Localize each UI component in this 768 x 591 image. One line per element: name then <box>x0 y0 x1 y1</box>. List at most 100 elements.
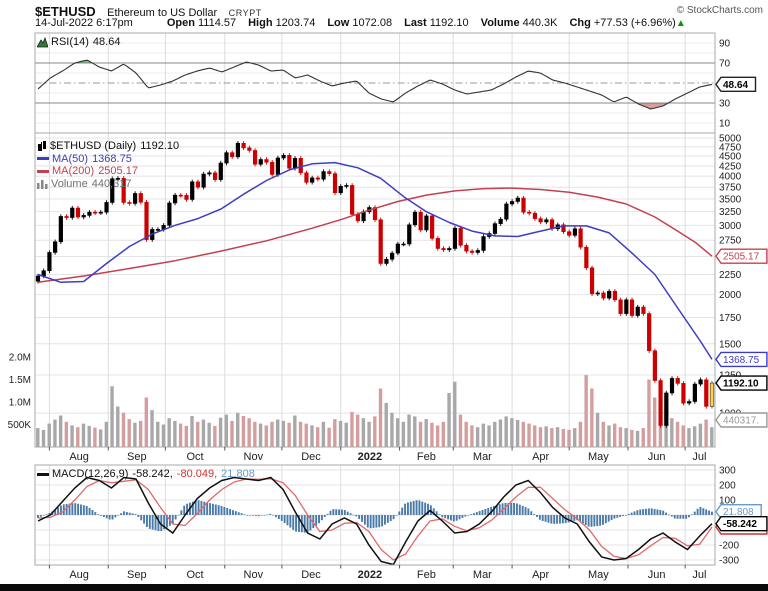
quote-chg-label: Chg <box>569 17 591 29</box>
rsi-legend-icon <box>36 36 49 47</box>
price-legend-title: $ETHUSD (Daily) 1192.10 <box>37 140 179 153</box>
svg-text:1192.10: 1192.10 <box>723 379 759 390</box>
svg-text:Aug: Aug <box>69 451 89 463</box>
macd-legend-label: MACD(12,26,9) <box>52 468 129 480</box>
svg-text:200: 200 <box>719 481 736 492</box>
quote-low-value: 1072.08 <box>352 17 393 29</box>
price-legend-last: 1192.10 <box>140 140 180 152</box>
macd-value-badge <box>715 516 768 532</box>
svg-text:3250: 3250 <box>719 207 742 218</box>
svg-text:Sep: Sep <box>127 569 147 581</box>
copyright: © StockCharts.com <box>676 5 763 16</box>
svg-text:2022: 2022 <box>358 451 382 463</box>
price-badge-2505.17 <box>715 248 768 264</box>
svg-text:May: May <box>588 451 609 463</box>
quote-low-label: Low <box>327 17 350 29</box>
svg-text:4250: 4250 <box>719 161 742 172</box>
svg-text:500K: 500K <box>8 420 32 431</box>
rsi-value-badge <box>715 76 757 93</box>
price-legend-symbol: $ETHUSD (Daily) <box>50 140 137 152</box>
svg-text:30: 30 <box>719 99 731 110</box>
ma200-swatch-icon <box>37 169 49 173</box>
macd-signal-value: -80.049, <box>176 468 218 480</box>
rsi-legend: RSI(14) 48.64 <box>36 36 121 49</box>
svg-text:70: 70 <box>719 59 731 70</box>
ticker-exchange: CRYPT <box>228 8 262 18</box>
ma50-swatch-icon <box>37 157 49 161</box>
candlesticks <box>35 141 715 428</box>
svg-text:Jul: Jul <box>692 451 706 463</box>
svg-text:3500: 3500 <box>719 195 742 206</box>
svg-text:Apr: Apr <box>532 451 549 463</box>
svg-text:Jun: Jun <box>648 451 666 463</box>
macd-swatch-icon <box>37 472 49 476</box>
svg-text:1.0M: 1.0M <box>9 398 31 409</box>
volume-value-badge <box>715 412 768 428</box>
svg-text:Aug: Aug <box>69 569 89 581</box>
svg-text:1.5M: 1.5M <box>9 375 31 386</box>
svg-text:2250: 2250 <box>719 270 742 281</box>
svg-text:90: 90 <box>719 39 731 50</box>
price-badge-1368.75 <box>715 351 768 368</box>
svg-text:300: 300 <box>719 466 736 477</box>
svg-text:Mar: Mar <box>473 569 492 581</box>
rsi-legend-value: 48.64 <box>92 36 121 48</box>
window-bottom-bar <box>0 584 768 591</box>
macd-histogram <box>37 500 713 533</box>
macd-hist-value: 21.808 <box>221 468 255 480</box>
svg-text:-200: -200 <box>719 541 739 552</box>
quote-volume-label: Volume <box>480 17 520 29</box>
svg-text:Feb: Feb <box>417 451 436 463</box>
quote-line: 14-Jul-2022 6:17pm Open 1114.57 High 1203.74… <box>35 17 686 29</box>
ma200-value: 2505.17 <box>98 165 138 178</box>
svg-text:21.808: 21.808 <box>723 507 754 518</box>
ticker-symbol: $ETHUSD <box>35 4 96 19</box>
svg-text:Nov: Nov <box>244 569 264 581</box>
quote-high-label: High <box>248 17 273 29</box>
ticker-name: Ethereum to US Dollar <box>107 7 218 19</box>
svg-text:1500: 1500 <box>719 339 742 350</box>
quote-last-label: Last <box>404 17 427 29</box>
candlestick-icon <box>38 140 46 151</box>
ma200-line <box>37 187 713 284</box>
macd-signal-line <box>37 478 713 561</box>
svg-text:3750: 3750 <box>719 183 742 194</box>
macd-line <box>37 476 713 566</box>
svg-text:4500: 4500 <box>719 152 742 163</box>
quote-open-label: Open <box>166 17 195 29</box>
svg-text:5000: 5000 <box>719 134 742 145</box>
svg-text:48.64: 48.64 <box>723 80 748 91</box>
svg-text:Dec: Dec <box>301 569 321 581</box>
ma50-label: MA(50) <box>52 152 89 165</box>
quote-volume-value: 440.3K <box>522 17 558 29</box>
svg-text:-58.242: -58.242 <box>723 519 757 530</box>
macd-line-value: -58.242, <box>132 468 173 480</box>
quote-last-value: 1192.10 <box>429 17 469 29</box>
rsi-legend-label: RSI(14) <box>51 36 89 48</box>
svg-text:1750: 1750 <box>719 313 742 324</box>
quote-datetime: 14-Jul-2022 6:17pm <box>35 17 133 29</box>
svg-text:3000: 3000 <box>719 221 742 232</box>
svg-text:4750: 4750 <box>719 142 742 153</box>
price-badge-1192.10 <box>715 375 768 391</box>
svg-text:-300: -300 <box>719 556 739 567</box>
svg-text:Jun: Jun <box>648 569 666 581</box>
quote-open-value: 1114.57 <box>197 17 237 29</box>
svg-text:10: 10 <box>719 119 731 130</box>
macd-legend: MACD(12,26,9) -58.242, -80.049, 21.808 <box>37 468 255 481</box>
svg-text:Feb: Feb <box>417 569 436 581</box>
svg-text:2000: 2000 <box>719 290 742 301</box>
ma50-line <box>37 161 713 360</box>
svg-text:2505.17: 2505.17 <box>723 252 760 263</box>
svg-text:2022: 2022 <box>358 569 382 581</box>
rsi-series <box>37 59 713 110</box>
svg-text:Nov: Nov <box>244 451 264 463</box>
svg-text:440317.: 440317. <box>723 416 759 427</box>
volume-legend: Volume 440,317 <box>37 178 179 191</box>
svg-text:4000: 4000 <box>719 172 742 183</box>
svg-text:100: 100 <box>719 496 736 507</box>
svg-text:Oct: Oct <box>187 569 204 581</box>
ma200-label: MA(200) <box>52 165 95 178</box>
volume-value: 440,317 <box>91 177 132 190</box>
